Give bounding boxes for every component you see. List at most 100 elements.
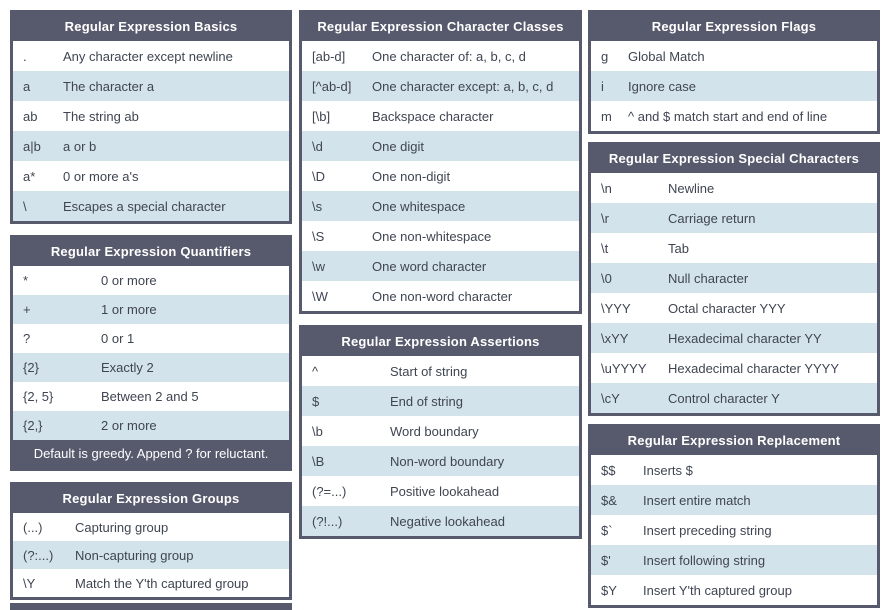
regex-symbol: \W (312, 288, 328, 304)
regex-symbol: \t (601, 240, 609, 256)
table-row: ? 0 or 1 (13, 324, 289, 353)
table-row: . Any character except newline (13, 41, 289, 71)
regex-symbol: . (23, 48, 27, 64)
table-row: * 0 or more (13, 266, 289, 295)
regex-description: Hexadecimal character YY (668, 330, 822, 346)
quantifiers-note: Default is greedy. Append ? for reluctan… (13, 440, 289, 468)
table-row: \t Tab (591, 233, 877, 263)
regex-symbol: \n (601, 180, 612, 196)
table-row: {2,} 2 or more (13, 411, 289, 440)
table-row: \xYY Hexadecimal character YY (591, 323, 877, 353)
table-row: $Y Insert Y'th captured group (591, 575, 877, 605)
table-row: [^ab-d] One character except: a, b, c, d (302, 71, 579, 101)
regex-description: 1 or more (101, 302, 157, 317)
assertions-table: Regular Expression Assertions ^ Start of … (299, 325, 582, 539)
table-row: \r Carriage return (591, 203, 877, 233)
regex-description: The character a (63, 78, 155, 94)
regex-description: Insert preceding string (643, 522, 772, 538)
table-row: ab The string ab (13, 101, 289, 131)
regex-description: Exactly 2 (101, 360, 154, 375)
regex-description: One character of: a, b, c, d (372, 48, 526, 64)
regex-symbol: (?!...) (312, 513, 343, 529)
regex-description: Insert entire match (643, 492, 751, 508)
replacement-table: Regular Expression Replacement $$ Inserts… (588, 424, 880, 608)
regex-symbol: i (601, 78, 604, 94)
table-row: \d One digit (302, 131, 579, 161)
regex-symbol: \B (312, 453, 325, 469)
basics-table-title: Regular Expression Basics (13, 13, 289, 41)
table-row: [ab-d] One character of: a, b, c, d (302, 41, 579, 71)
table-row: a* 0 or more a's (13, 161, 289, 191)
regex-description: Non-word boundary (390, 453, 505, 469)
regex-symbol: ab (23, 108, 38, 124)
regex-description: Newline (668, 180, 715, 196)
table-row: (...) Capturing group (13, 513, 289, 541)
table-row: $ End of string (302, 386, 579, 416)
table-row: (?:...) Non-capturing group (13, 541, 289, 569)
table-row: \b Word boundary (302, 416, 579, 446)
regex-symbol: \d (312, 138, 323, 154)
special-characters-table: Regular Expression Special Characters \n… (588, 142, 880, 416)
table-row: +1 or more (13, 295, 289, 324)
regex-description: 0 or 1 (101, 331, 135, 346)
table-row: \Y Match the Y'th captured group (13, 569, 289, 597)
regex-symbol: \s (312, 198, 323, 214)
regex-symbol: $Y (601, 582, 617, 598)
table-row: i Ignore case (591, 71, 877, 101)
regex-symbol: [ab-d] (312, 48, 346, 64)
regex-symbol: \w (312, 258, 325, 274)
regex-symbol: (?=...) (312, 483, 347, 499)
regex-description: Insert following string (643, 552, 766, 568)
table-row: \uYYYY Hexadecimal character YYYY (591, 353, 877, 383)
regex-description: Capturing group (75, 519, 169, 535)
regex-description: Null character (668, 270, 749, 286)
groups-table-title: Regular Expression Groups (13, 485, 289, 513)
regex-description: The string ab (63, 108, 139, 124)
assertions-table-title: Regular Expression Assertions (302, 328, 579, 356)
regex-symbol: \r (601, 210, 609, 226)
regex-symbol: {2} (23, 360, 39, 375)
regex-description: Insert Y'th captured group (643, 582, 792, 598)
regex-symbol: a* (23, 168, 36, 184)
table-row: \w One word character (302, 251, 579, 281)
regex-symbol: \Y (23, 575, 36, 591)
table-row: \S One non-whitespace (302, 221, 579, 251)
regex-symbol: \b (312, 423, 323, 439)
regex-symbol: \uYYYY (601, 360, 647, 376)
table-row: \0 Null character (591, 263, 877, 293)
table-row: \YYY Octal character YYY (591, 293, 877, 323)
regex-description: Word boundary (390, 423, 479, 439)
regex-description: Octal character YYY (668, 300, 786, 316)
regex-description: One non-digit (372, 168, 451, 184)
regex-symbol: \ (23, 198, 27, 214)
regex-symbol: \S (312, 228, 325, 244)
table-row: \n Newline (591, 173, 877, 203)
character-classes-table: Regular Expression Character Classes [ab… (299, 10, 582, 314)
regex-description: Any character except newline (63, 48, 233, 64)
replacement-table-title: Regular Expression Replacement (591, 427, 877, 455)
table-row: {2, 5} Between 2 and 5 (13, 382, 289, 411)
regex-description: One digit (372, 138, 425, 154)
regex-description: Tab (668, 240, 689, 256)
table-row: {2} Exactly 2 (13, 353, 289, 382)
cutoff-table-header (10, 603, 292, 610)
quantifiers-table: Regular Expression Quantifiers * 0 or mor… (10, 235, 292, 471)
regex-description: Negative lookahead (390, 513, 505, 529)
special-characters-table-title: Regular Expression Special Characters (591, 145, 877, 173)
table-row: a The character a (13, 71, 289, 101)
table-row: $& Insert entire match (591, 485, 877, 515)
regex-symbol: + (23, 302, 31, 317)
regex-symbol: [\b] (312, 108, 331, 124)
regex-symbol: $$ (601, 462, 616, 478)
regex-description: 0 or more a's (63, 168, 139, 184)
column-right: Regular Expression Flags g Global Match i… (588, 10, 880, 610)
regex-symbol: ^ (312, 363, 319, 379)
column-middle: Regular Expression Character Classes [ab… (299, 10, 582, 550)
regex-symbol: a (23, 78, 31, 94)
groups-table: Regular Expression Groups (...) Capturing… (10, 482, 292, 600)
regex-description: Start of string (390, 363, 468, 379)
regex-description: ^ and $ match start and end of line (628, 108, 828, 124)
regex-description: One non-whitespace (372, 228, 492, 244)
regex-symbol: \0 (601, 270, 612, 286)
table-row: (?!...) Negative lookahead (302, 506, 579, 536)
